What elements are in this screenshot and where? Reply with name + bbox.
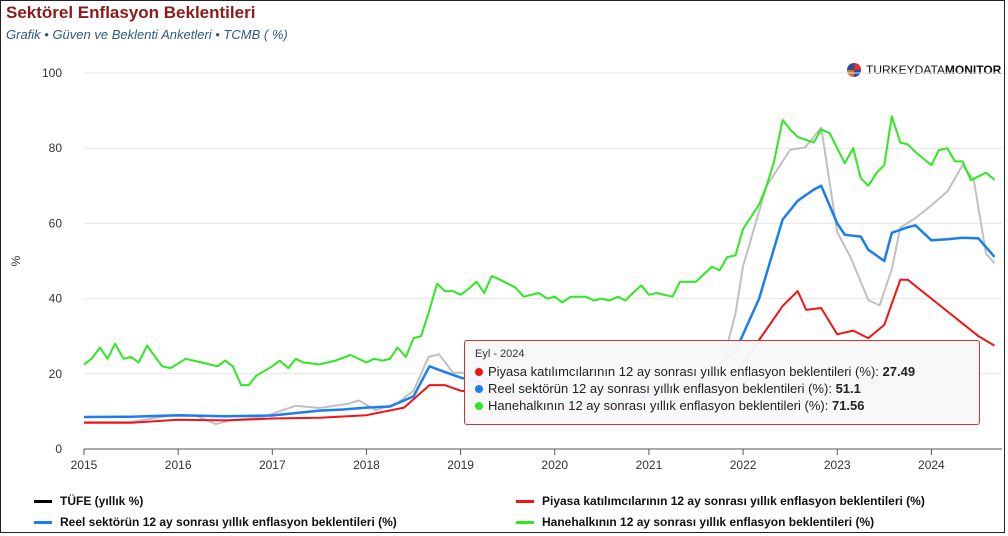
y-tick-label: 40	[49, 292, 63, 306]
legend-label: Hanehalkının 12 ay sonrası yıllık enflas…	[542, 515, 875, 529]
x-tick-label: 2022	[730, 458, 757, 472]
x-tick-label: 2024	[918, 458, 945, 472]
x-tick-label: 2017	[259, 458, 286, 472]
tooltip: Eyl - 2024 Piyasa katılımcılarının 12 ay…	[464, 340, 980, 425]
x-tick-label: 2023	[824, 458, 851, 472]
tooltip-value: 51.1	[835, 381, 861, 396]
x-tick-label: 2019	[447, 458, 474, 472]
legend-label: Piyasa katılımcılarının 12 ay sonrası yı…	[542, 494, 925, 508]
tooltip-row-hane: Hanehalkının 12 ay sonrası yıllık enflas…	[475, 397, 969, 414]
x-tick-label: 2020	[541, 458, 568, 472]
legend-swatch	[34, 499, 52, 503]
tooltip-row-piyasa: Piyasa katılımcılarının 12 ay sonrası yı…	[475, 363, 969, 380]
x-tick-label: 2015	[71, 458, 98, 472]
dot-icon	[475, 384, 483, 393]
y-tick-label: 20	[49, 367, 63, 381]
legend-item-hane[interactable]: Hanehalkının 12 ay sonrası yıllık enflas…	[516, 515, 874, 529]
legend-item-piyasa[interactable]: Piyasa katılımcılarının 12 ay sonrası yı…	[516, 494, 925, 508]
chart-subtitle: Grafik • Güven ve Beklenti Anketleri • T…	[6, 27, 288, 42]
dot-icon	[475, 401, 483, 410]
legend-swatch	[516, 499, 534, 503]
chart-title: Sektörel Enflasyon Beklentileri	[6, 3, 256, 22]
series-line-hane	[83, 115, 996, 387]
x-tick-label: 2016	[165, 458, 192, 472]
legend-label: TÜFE (yıllık %)	[60, 494, 144, 508]
legend-label: Reel sektörün 12 ay sonrası yıllık enfla…	[60, 515, 397, 529]
y-tick-label: 60	[49, 216, 63, 230]
dot-icon	[475, 367, 483, 376]
legend-item-tufe[interactable]: TÜFE (yıllık %)	[34, 494, 143, 508]
y-tick-label: 100	[42, 66, 62, 80]
legend-swatch	[516, 520, 534, 524]
tooltip-value: 27.49	[882, 364, 916, 379]
x-tick-label: 2018	[353, 458, 380, 472]
tooltip-row-reel: Reel sektörün 12 ay sonrası yıllık enfla…	[475, 380, 969, 397]
tooltip-value: 71.56	[831, 398, 865, 413]
legend-swatch	[34, 520, 52, 524]
tooltip-header: Eyl - 2024	[475, 348, 525, 360]
legend-item-reel[interactable]: Reel sektörün 12 ay sonrası yıllık enfla…	[34, 515, 397, 529]
tooltip-label: Reel sektörün 12 ay sonrası yıllık enfla…	[488, 381, 832, 396]
tooltip-label: Hanehalkının 12 ay sonrası yıllık enflas…	[488, 398, 829, 413]
y-tick-label: 80	[49, 141, 63, 155]
y-tick-label: 0	[55, 442, 62, 456]
x-tick-label: 2021	[636, 458, 663, 472]
y-axis-label: %	[9, 255, 23, 266]
tooltip-label: Piyasa katılımcılarının 12 ay sonrası yı…	[488, 364, 879, 379]
